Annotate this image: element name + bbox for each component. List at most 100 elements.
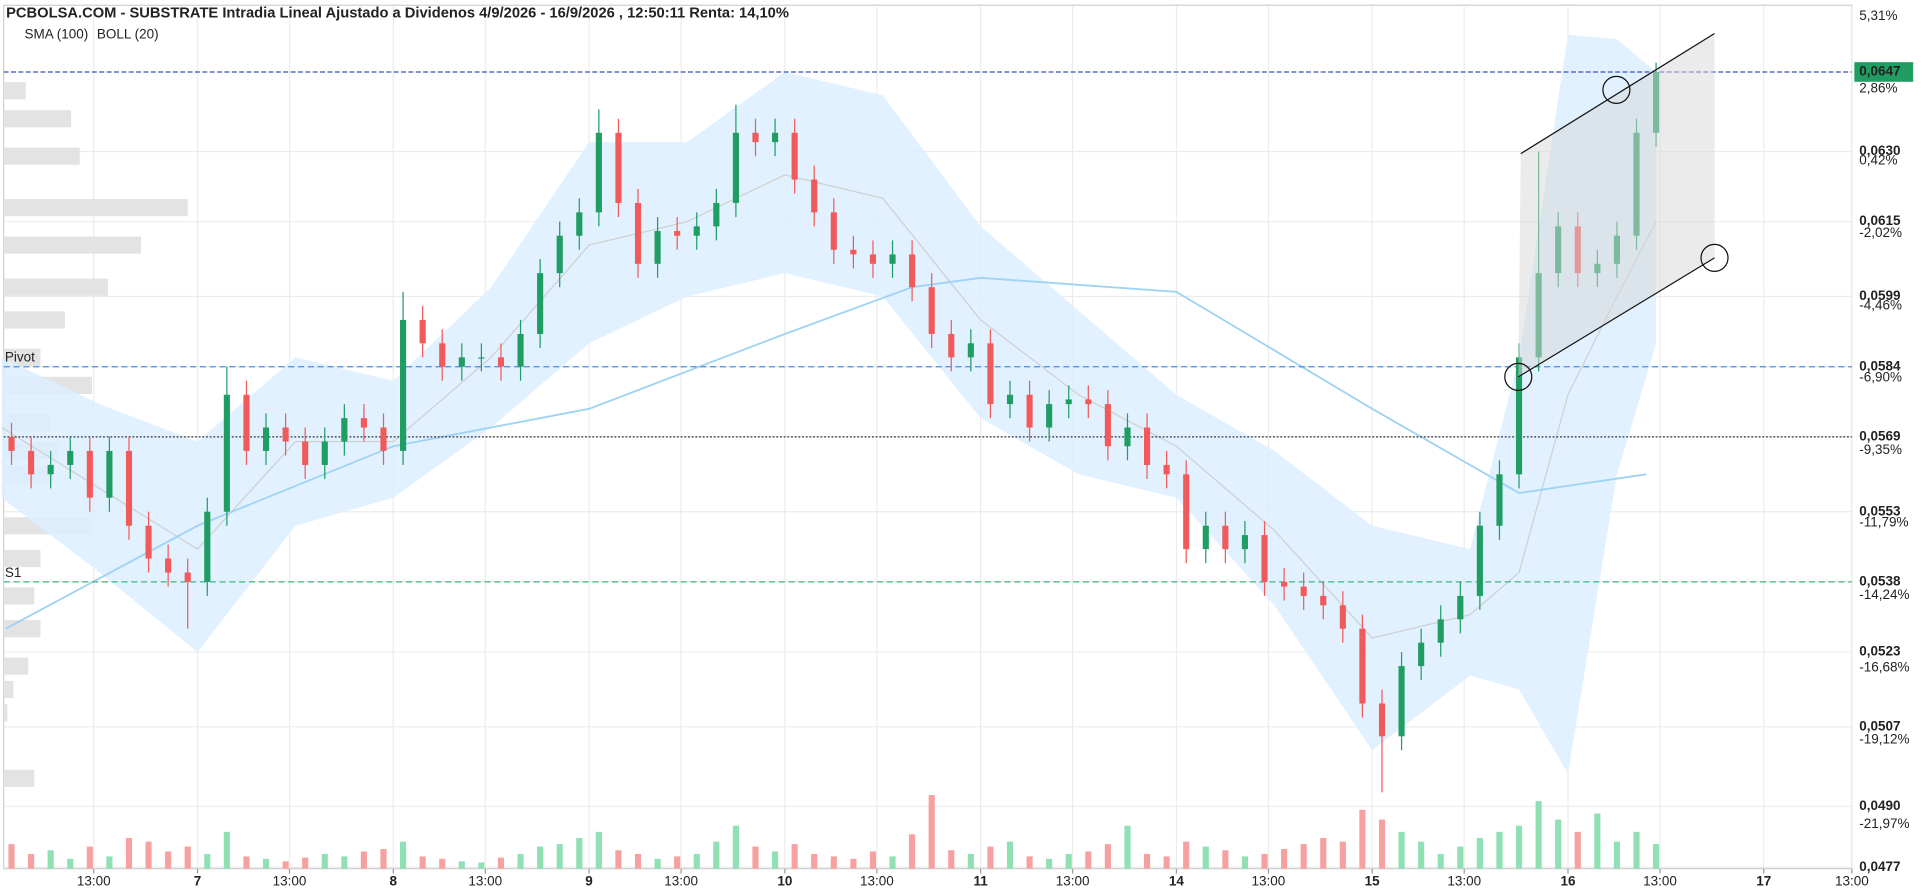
volume-bar	[1457, 846, 1464, 869]
candle-body	[478, 357, 485, 359]
volume-bar	[576, 837, 583, 869]
volume-bar	[732, 825, 739, 869]
legend-entry[interactable]: BOLL (20)	[97, 26, 159, 41]
y2-tick-label: -19,12%	[1859, 732, 1909, 747]
channel-handle[interactable]	[1700, 243, 1729, 273]
candle-body	[165, 558, 172, 573]
volume-bar	[380, 849, 387, 869]
y-tick-label: 0,0490	[1859, 798, 1900, 813]
candle-body	[86, 450, 93, 498]
volume-bar	[8, 844, 15, 869]
volume-bar	[634, 853, 642, 869]
y-tick-label: 0,0630	[1859, 143, 1900, 158]
y-tick-label: 0,0599	[1859, 288, 1900, 303]
y2-tick-label: 5,31%	[1859, 8, 1897, 23]
volume-bar	[537, 846, 544, 869]
volume-bar	[771, 851, 779, 869]
y-tick-label: 0,0553	[1859, 503, 1901, 518]
candle-body	[732, 132, 739, 203]
volume-bar	[811, 853, 818, 869]
volume-bar	[869, 851, 877, 869]
channel-handle[interactable]	[1504, 362, 1533, 391]
volume-bar	[1183, 841, 1190, 869]
candle-body	[262, 427, 270, 451]
candle-body	[47, 464, 54, 475]
volume-bar	[165, 851, 172, 869]
volume-bar	[752, 846, 759, 869]
candle-body	[674, 231, 681, 236]
volume-profile-bar	[3, 704, 8, 722]
y2-tick-label: -21,97%	[1859, 816, 1909, 831]
volume-bar	[1418, 841, 1425, 869]
volume-profile-bar	[3, 199, 188, 217]
candle-body	[1378, 703, 1386, 737]
candle-body	[1026, 394, 1033, 428]
channel-line	[1517, 257, 1715, 378]
volume-profile-bar	[3, 311, 65, 329]
volume-bar	[106, 856, 113, 869]
volume-profile-bar	[3, 549, 41, 568]
x-tick-label: 13:00	[664, 874, 698, 889]
volume-bar	[282, 861, 289, 869]
candle-body	[1418, 642, 1425, 667]
x-tick-label: 13:00	[1056, 874, 1090, 889]
volume-bar	[1065, 853, 1072, 869]
x-tick-label: 13:00	[77, 874, 111, 889]
volume-bar	[889, 856, 896, 869]
candle-body	[497, 357, 505, 367]
volume-bar	[517, 853, 524, 869]
volume-bar	[909, 834, 916, 869]
x-tick-label: 13:00	[273, 874, 307, 889]
candle-body	[1359, 628, 1366, 704]
candle-body	[556, 235, 563, 274]
candle-body	[1202, 525, 1209, 550]
channel-handle[interactable]	[1602, 75, 1631, 104]
volume-bar	[1594, 813, 1601, 869]
volume-bar	[1241, 856, 1249, 869]
volume-bar	[987, 846, 994, 869]
y2-tick-label: -14,24%	[1859, 587, 1909, 602]
candle-body	[1222, 525, 1229, 550]
x-tick-label: 13:00	[860, 874, 894, 889]
volume-bar	[1633, 831, 1640, 869]
volume-bar	[1398, 831, 1405, 869]
candle-body	[1085, 399, 1092, 405]
candle-body	[693, 226, 700, 236]
volume-bar	[830, 856, 837, 869]
candle-body	[634, 202, 642, 264]
candle-body	[771, 132, 779, 143]
volume-bar	[1613, 841, 1620, 869]
volume-bar	[1574, 831, 1581, 869]
volume-bar	[145, 841, 152, 869]
y2-tick-label: -6,90%	[1859, 370, 1902, 385]
volume-bar	[615, 850, 622, 869]
volume-profile-bar	[3, 278, 108, 296]
candle-body	[987, 343, 994, 405]
candle-body	[752, 132, 759, 143]
candle-body	[595, 132, 602, 213]
y-tick-label: 0,0615	[1859, 213, 1901, 228]
volume-bar	[1104, 844, 1111, 869]
volume-bar	[1437, 853, 1444, 869]
candle-body	[243, 394, 250, 451]
x-tick-label: 16	[1560, 874, 1575, 889]
x-tick-label: 13:00	[468, 874, 502, 889]
volume-bar	[1006, 841, 1014, 869]
x-tick-label: 14	[1169, 874, 1184, 889]
volume-bar	[67, 858, 74, 869]
y-tick-label: 0,0523	[1859, 644, 1901, 659]
volume-bar	[674, 856, 681, 869]
y-tick-label: 0,0507	[1859, 718, 1900, 733]
candle-body	[145, 525, 152, 559]
volume-profile-bar	[3, 236, 142, 254]
x-tick-label: 7	[194, 874, 202, 889]
legend-entry[interactable]: SMA (100)	[25, 26, 89, 41]
candle-body	[8, 436, 15, 451]
volume-bar	[1026, 856, 1033, 869]
candle-body	[948, 333, 955, 358]
y-tick-label: 0,0538	[1859, 573, 1901, 588]
candle-body	[184, 572, 191, 582]
x-tick-label: 17	[1756, 874, 1771, 889]
candle-body	[439, 343, 446, 367]
